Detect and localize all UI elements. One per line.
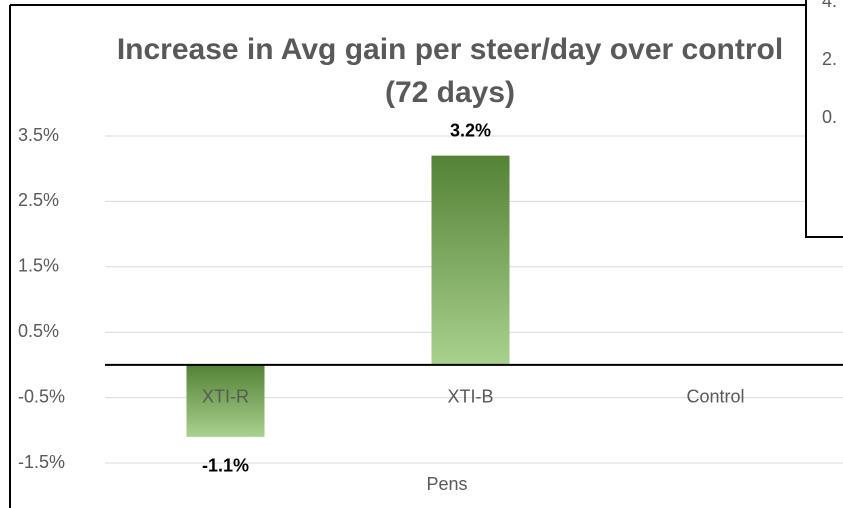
data-label: -1.1% [202,456,249,476]
bar [186,364,265,437]
y-tick-label: -0.5% [18,386,65,406]
x-tick-label: Control [686,386,744,406]
y-tick-label: -1.5% [18,452,65,472]
chart-title: Increase in Avg gain per steer/day over … [116,33,784,109]
data-label: 3.2% [450,120,491,140]
y-tick-label: 0.5% [18,321,59,341]
fragment-label: 2. [822,49,837,69]
x-axis-title: Pens [426,474,467,494]
overlapping-chart [805,0,843,238]
bar [431,155,510,365]
y-tick-label: 1.5% [18,256,59,276]
y-tick-label: 3.5% [18,125,59,145]
x-tick-label: XTI-R [202,386,249,406]
fragment-label: 4. [822,0,837,11]
x-tick-label: XTI-B [447,386,493,406]
y-tick-label: 2.5% [18,190,59,210]
fragment-label: 0. [822,107,837,127]
